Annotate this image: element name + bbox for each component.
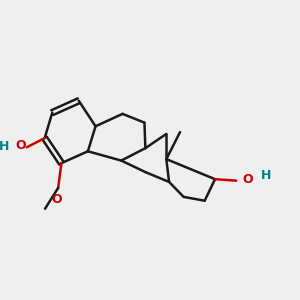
Text: H: H (261, 169, 271, 182)
Text: H: H (0, 140, 9, 153)
Text: O: O (15, 139, 26, 152)
Text: O: O (51, 193, 62, 206)
Text: O: O (243, 173, 253, 186)
